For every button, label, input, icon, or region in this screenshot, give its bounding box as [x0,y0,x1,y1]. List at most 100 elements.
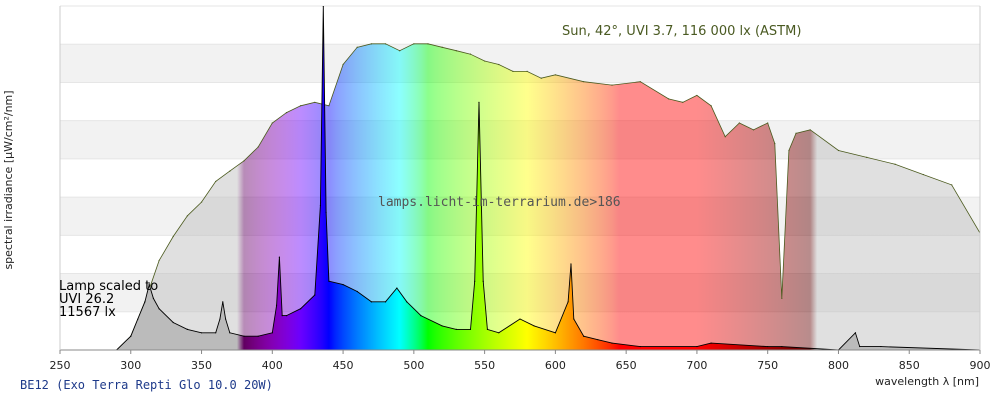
sun-point [469,53,472,55]
sun-point [229,170,231,172]
lamp-point [370,301,372,303]
sun-point [809,129,811,131]
axes [59,6,981,351]
sun-point [314,101,316,103]
lamp-point [554,332,556,334]
lamp-caption: BE12 (Exo Terra Repti Glo 10.0 20W) [20,378,273,392]
lamp-point [314,294,316,296]
sun-point [186,215,188,217]
sun-point [767,122,769,124]
sun-point [922,173,924,176]
sun-point [682,101,684,103]
lamp-point [278,256,280,258]
sun-point [300,105,302,107]
x-tick-label: 400 [262,359,283,372]
sun-point [788,149,790,152]
sun-point [455,50,457,52]
watermark: lamps.licht-im-terrarium.de>186 [378,195,621,210]
lamp-spectrum-area [116,6,980,350]
x-tick-label: 250 [50,359,71,372]
sun-point [696,94,698,97]
lamp-point [474,280,476,282]
lamp-point [482,280,484,282]
lamp-point [319,204,322,207]
lamp-point [158,308,160,310]
lamp-point [573,318,575,320]
sun-point [356,46,358,48]
lamp-line [116,6,980,350]
sun-point [257,146,259,148]
x-tick-label: 800 [828,359,849,372]
lamp-point [152,297,155,299]
lamp-point [486,328,489,330]
lamp-point [406,301,408,303]
sun-point [427,43,429,45]
lamp-point [215,332,217,334]
sun-point [639,81,641,83]
lamp-annotation-line-1: Lamp scaled to [59,279,158,294]
sun-point [781,297,783,299]
lamp-point [583,335,585,337]
sun-point [894,163,896,165]
lamp-point [498,332,500,334]
lamp-point [172,321,174,324]
lamp-point [567,301,569,303]
lamp-point [420,315,422,317]
sun-point [554,74,556,76]
lamp-point [148,284,150,286]
lamp-point [441,325,443,327]
lamp-point [222,301,224,303]
sun-point [668,98,670,100]
lamp-point [328,280,330,282]
lamp-point [880,345,882,348]
sun-point [540,77,542,79]
sun-point [512,70,514,72]
sun-point [837,149,840,152]
x-tick-label: 900 [970,359,991,372]
lamp-point [229,332,231,334]
y-axis-title: spectral irradiance [µW/cm²/nm] [2,90,15,269]
lamp-point [300,308,302,310]
x-tick-label: 600 [545,359,566,372]
lamp-point [781,345,783,348]
lamp-point [859,345,861,348]
lamp-point [519,318,521,320]
sun-point [583,81,585,83]
sun-point [611,84,613,86]
lamp-point [219,318,221,320]
sun-point [172,235,174,238]
lamp-point [322,6,324,7]
lamp-point [533,325,535,327]
sun-point [724,136,726,138]
lamp-point [710,342,712,344]
x-tick-label: 300 [120,359,141,372]
sun-point [328,105,330,107]
sun-point [738,122,740,124]
lamp-point [384,301,387,303]
sun-point [370,43,372,45]
sun-point [271,122,273,124]
sun-point [951,184,953,186]
lamp-point [611,342,613,344]
sun-line [116,43,980,350]
x-tick-label: 700 [686,359,707,372]
lamp-point [257,335,259,337]
lamp-point [285,315,288,317]
sun-point [215,180,217,183]
sun-point [441,46,443,48]
lamp-point [767,345,769,348]
sun-point [158,259,160,262]
lamp-point [478,101,480,103]
sun-point [484,60,486,62]
x-tick-label: 850 [899,359,920,372]
lamp-point [144,301,146,303]
lamp-point [130,335,132,337]
lamp-point [597,339,599,341]
x-axis-title: wavelength λ [nm] [875,375,979,388]
sun-point [384,43,387,45]
lamp-point [342,284,344,286]
x-tick-label: 500 [403,359,424,372]
lamp-point [325,211,327,213]
x-tick-label: 550 [474,359,495,372]
lamp-point [455,328,457,330]
